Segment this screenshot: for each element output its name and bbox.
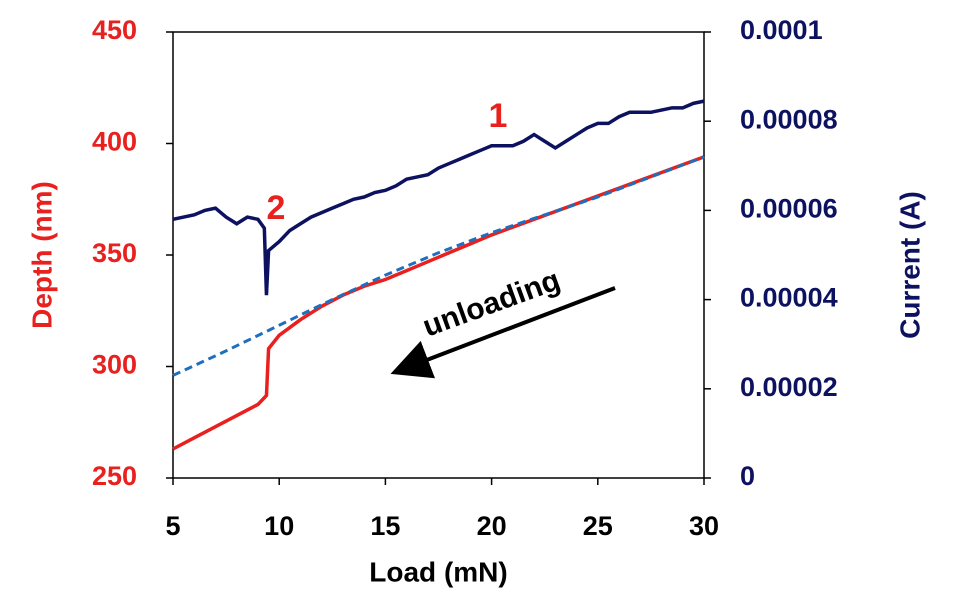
series-line — [172, 155, 705, 377]
series-line — [172, 99, 705, 296]
x-tick-label: 10 — [264, 511, 294, 541]
y2-tick-label: 0.00004 — [740, 283, 838, 313]
y2-tick-label: 0.00008 — [740, 104, 838, 134]
y-tick-label: 450 — [92, 15, 137, 45]
y2-tick-label: 0.00006 — [740, 194, 838, 224]
plot-frame — [172, 31, 705, 479]
y-tick-label: 400 — [92, 127, 137, 157]
x-tick-label: 25 — [583, 511, 613, 541]
y2-tick-label: 0.0001 — [740, 15, 823, 45]
x-tick-label: 5 — [165, 511, 180, 541]
annotation: 1 — [489, 97, 508, 135]
annotation: 2 — [267, 189, 286, 227]
y-tick-label: 350 — [92, 238, 137, 268]
arrow — [390, 286, 616, 379]
y-tick-label: 300 — [92, 350, 137, 380]
y-tick-label: 250 — [92, 461, 137, 491]
y2-tick-label: 0 — [740, 461, 755, 491]
x-tick-label: 30 — [689, 511, 719, 541]
y-axis-label: Depth (nm) — [26, 181, 57, 329]
y2-tick-label: 0.00002 — [740, 372, 838, 402]
x-axis-label: Load (mN) — [369, 556, 507, 587]
x-tick-label: 15 — [370, 511, 400, 541]
annotation: unloading — [418, 264, 564, 344]
y2-axis-label: Current (A) — [894, 191, 925, 339]
series-line — [172, 155, 705, 451]
x-tick-label: 20 — [477, 511, 507, 541]
